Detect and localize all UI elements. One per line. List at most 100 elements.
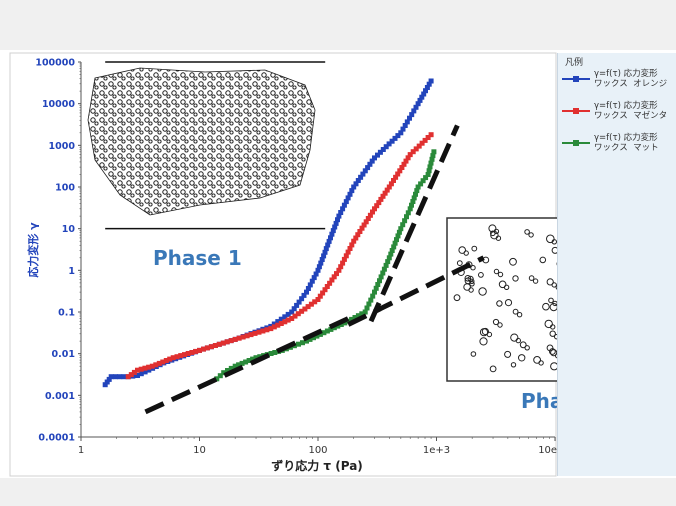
data-point [429, 156, 435, 162]
data-point [409, 202, 414, 208]
particle [497, 322, 503, 328]
data-point [426, 81, 432, 87]
data-point [289, 309, 295, 315]
data-point [360, 171, 366, 177]
particle [471, 245, 478, 252]
data-point [296, 299, 302, 305]
particle [504, 299, 513, 307]
particle [481, 327, 489, 336]
data-point [341, 256, 347, 262]
data-point [160, 359, 166, 365]
data-point [304, 289, 309, 295]
data-point [135, 373, 140, 378]
data-point [232, 363, 238, 369]
data-point [388, 251, 394, 257]
data-point [389, 138, 395, 144]
data-point [362, 168, 368, 174]
particle [518, 354, 526, 362]
particle [489, 365, 497, 373]
data-point [402, 218, 408, 224]
data-point [345, 195, 351, 201]
data-point [243, 359, 249, 365]
data-point [189, 350, 195, 355]
data-point [340, 260, 346, 266]
data-point [380, 147, 386, 152]
data-point [375, 282, 381, 287]
data-point [117, 374, 123, 380]
data-point [102, 382, 108, 388]
data-point [138, 371, 144, 377]
legend: 凡例 γ=f(τ) 応力変形 ワックス オレンジ γ=f(τ) 応力変形 ワック… [557, 53, 676, 476]
data-point [178, 353, 184, 359]
y-tick-label: 1 [68, 266, 75, 277]
particle [549, 330, 556, 337]
data-point [400, 126, 406, 132]
particle [470, 351, 477, 357]
data-point [376, 200, 382, 206]
data-point [318, 260, 324, 266]
data-point [365, 216, 371, 221]
top-band [0, 0, 676, 50]
data-point [278, 321, 284, 326]
particle [493, 228, 500, 235]
data-point [336, 213, 342, 219]
data-point [364, 305, 370, 311]
particle [550, 324, 556, 330]
data-point [268, 351, 274, 356]
x-axis-title: ずり応力 τ (Pa) [271, 458, 363, 473]
data-point [292, 313, 298, 319]
data-point [402, 123, 408, 128]
data-point [335, 323, 341, 329]
particle [516, 312, 523, 318]
data-point [149, 363, 155, 369]
particle [551, 239, 557, 245]
data-point [425, 172, 431, 177]
data-point [355, 178, 361, 183]
particle [550, 349, 558, 357]
x-tick-label: 100 [308, 445, 327, 456]
data-point [363, 219, 369, 225]
data-point [308, 301, 314, 307]
particle [503, 284, 510, 290]
particle [496, 300, 503, 307]
x-tick-label: 1e+3 [423, 445, 450, 456]
data-point [214, 376, 220, 382]
data-point [268, 326, 274, 332]
data-point [221, 370, 227, 376]
particle [456, 260, 463, 267]
data-point [197, 347, 202, 353]
data-point [131, 369, 137, 375]
data-point [204, 345, 210, 351]
data-point [418, 181, 424, 187]
particle [469, 281, 475, 287]
data-point [331, 274, 337, 280]
data-point [142, 365, 148, 371]
data-point [335, 217, 340, 223]
data-point [326, 238, 332, 244]
data-point [146, 367, 152, 373]
data-point [411, 108, 417, 114]
particle [492, 318, 500, 326]
data-point [362, 309, 368, 315]
data-point [352, 315, 358, 320]
data-point [185, 351, 191, 356]
data-point [359, 311, 365, 317]
phase1-label: Phase 1 [153, 246, 242, 270]
data-point [296, 341, 301, 347]
data-point [367, 161, 373, 167]
data-point [108, 374, 114, 380]
data-point [411, 195, 417, 201]
data-point [174, 354, 180, 360]
particle [510, 362, 517, 368]
data-point [299, 296, 305, 302]
data-point [414, 188, 420, 194]
data-point [330, 228, 336, 234]
data-point [323, 246, 329, 252]
data-point [391, 244, 397, 250]
particle [512, 308, 519, 315]
data-point [301, 292, 307, 298]
data-point [271, 321, 277, 327]
data-point [392, 240, 398, 246]
data-point [347, 246, 353, 251]
particle [515, 337, 521, 344]
